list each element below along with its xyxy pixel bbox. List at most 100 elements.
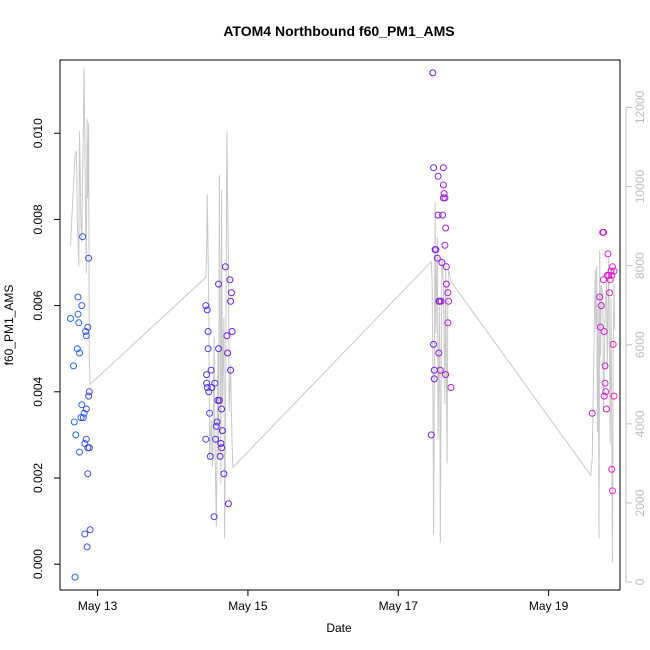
data-point [430, 164, 438, 172]
data-point [606, 276, 614, 284]
data-point [85, 392, 93, 400]
data-point [226, 276, 234, 284]
data-point [67, 315, 74, 322]
data-point [220, 470, 228, 478]
data-point [70, 362, 77, 370]
data-point [434, 172, 442, 180]
data-point [223, 332, 231, 340]
data-point [212, 422, 220, 430]
data-point [444, 319, 452, 327]
chart-title: ATOM4 Northbound f60_PM1_AMS [223, 23, 454, 39]
data-point [436, 366, 444, 374]
data-point [227, 289, 235, 297]
data-point [430, 375, 438, 383]
y-tick-label: 0.004 [31, 376, 45, 406]
data-point [604, 250, 612, 258]
y-tick-label: 0.006 [31, 290, 45, 320]
data-point [610, 267, 618, 275]
data-point [600, 228, 607, 236]
y-axis-right: 0 2000 4000 6000 8000 10000 12000 [625, 90, 647, 585]
data-point [203, 379, 211, 387]
data-point [78, 401, 86, 409]
data-point [447, 384, 455, 391]
data-point [227, 366, 235, 374]
data-point [218, 427, 226, 435]
data-point [437, 297, 445, 305]
data-point [74, 293, 82, 301]
data-point [601, 362, 609, 370]
data-point [442, 224, 450, 232]
data-point [429, 69, 437, 77]
data-point [212, 435, 220, 443]
data-point [86, 526, 94, 534]
data-point [609, 263, 616, 271]
y-tick-label: 0.008 [31, 204, 45, 234]
data-point [442, 263, 450, 271]
data-point [82, 435, 90, 443]
secondary-series-layer [70, 67, 616, 563]
data-point [85, 254, 93, 262]
data-point [432, 246, 440, 254]
data-point [610, 392, 618, 400]
data-point [442, 371, 450, 379]
data-point [76, 448, 83, 456]
data-point [444, 289, 452, 297]
y-tick-label: 0.010 [31, 118, 45, 148]
data-point [435, 349, 443, 357]
data-point [202, 435, 210, 443]
data-point [439, 164, 447, 172]
x-tick-label: May 13 [78, 599, 118, 613]
x-axis: May 13 May 15 May 17 May 19 [78, 589, 569, 613]
data-point [224, 349, 232, 357]
data-point [606, 289, 613, 297]
data-point [600, 328, 608, 335]
data-point [84, 323, 92, 331]
data-point [442, 280, 450, 288]
data-point [434, 211, 442, 219]
data-point [72, 431, 80, 439]
data-point [602, 388, 610, 396]
data-point [603, 405, 610, 413]
data-point [82, 328, 90, 335]
data-point [70, 418, 78, 426]
y2-tick-label: 10000 [633, 170, 647, 204]
data-point [74, 310, 82, 318]
y2-tick-label: 2000 [633, 489, 647, 516]
data-point [203, 371, 211, 379]
data-point [216, 452, 224, 460]
y-axis-left: 0.000 0.002 0.004 0.006 0.008 0.010 [31, 118, 61, 579]
data-point [441, 241, 449, 249]
x-tick-label: May 17 [379, 599, 419, 613]
data-point [445, 297, 453, 305]
data-point [78, 302, 86, 310]
data-point [596, 293, 604, 301]
data-point [83, 543, 91, 551]
data-point [609, 340, 617, 348]
data-point [600, 276, 607, 284]
data-point [217, 440, 225, 447]
scatter-points-layer [67, 69, 618, 581]
data-point [427, 431, 435, 439]
y2-tick-label: 4000 [633, 410, 647, 437]
data-point [438, 259, 446, 266]
data-point [607, 267, 615, 275]
y2-tick-label: 12000 [633, 90, 647, 124]
data-point [440, 190, 448, 198]
data-point [202, 302, 210, 310]
data-point [75, 319, 83, 327]
data-point [204, 328, 212, 335]
data-point [439, 211, 447, 219]
data-point [80, 409, 88, 417]
data-point [203, 384, 211, 391]
data-point [608, 465, 616, 473]
data-point [203, 306, 211, 314]
data-point [211, 379, 219, 387]
data-point [210, 513, 218, 521]
y2-tick-label: 6000 [633, 331, 647, 358]
x-tick-label: May 19 [529, 599, 569, 613]
data-point [439, 181, 447, 189]
secondary-series-line [70, 67, 616, 563]
data-point [221, 263, 229, 271]
